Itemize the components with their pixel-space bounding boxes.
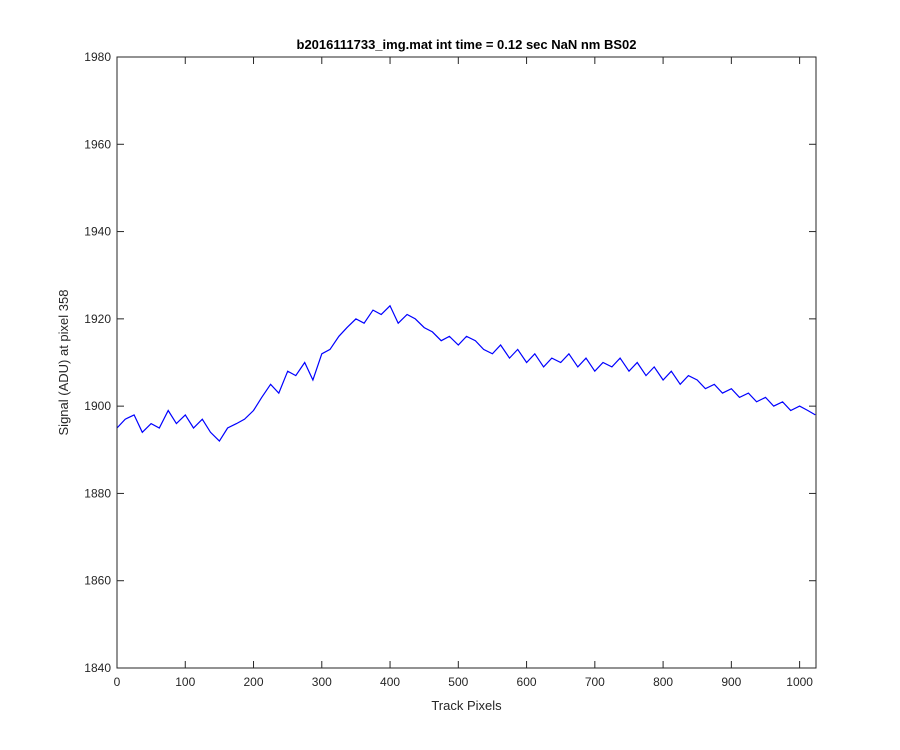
series-layer (116, 304, 816, 443)
x-tick-label: 0 (114, 675, 121, 689)
x-tick-label: 100 (175, 675, 195, 689)
y-tick-label: 1980 (84, 50, 111, 64)
chart-title: b2016111733_img.mat int time = 0.12 sec … (297, 37, 637, 52)
x-tick-label: 700 (585, 675, 605, 689)
plot-area (117, 57, 816, 668)
plot-frame (116, 56, 817, 669)
x-tick-label: 900 (721, 675, 741, 689)
y-tick-label: 1920 (84, 312, 111, 326)
x-tick-label: 600 (517, 675, 537, 689)
x-tick-label: 300 (312, 675, 332, 689)
series-line (116, 304, 816, 443)
x-axis-label: Track Pixels (431, 698, 502, 713)
y-tick-label: 1940 (84, 225, 111, 239)
x-tick-label: 500 (448, 675, 468, 689)
y-tick-label: 1880 (84, 486, 111, 500)
x-tick-label: 400 (380, 675, 400, 689)
y-tick-label: 1840 (84, 661, 111, 675)
y-tick-label: 1860 (84, 574, 111, 588)
x-tick-label: 200 (244, 675, 264, 689)
y-axis-label: Signal (ADU) at pixel 358 (56, 290, 71, 436)
x-tick-label: 800 (653, 675, 673, 689)
ticks: 0 100 200 300 400 500 600 700 800 900 1000 1840 1860… (84, 50, 816, 689)
x-tick-label: 1000 (786, 675, 813, 689)
y-tick-label: 1960 (84, 137, 111, 151)
y-tick-label: 1900 (84, 399, 111, 413)
